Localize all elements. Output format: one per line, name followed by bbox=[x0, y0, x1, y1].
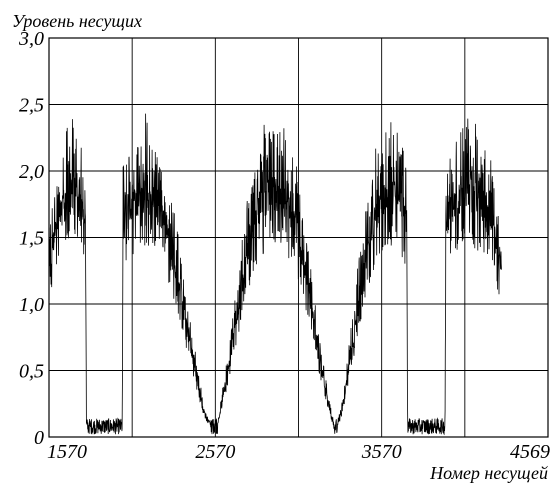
x-tick-label: 2570 bbox=[195, 441, 235, 463]
y-tick-label: 1,0 bbox=[19, 294, 44, 316]
y-tick-label: 3,0 bbox=[18, 28, 44, 50]
y-tick-label: 2,0 bbox=[19, 161, 44, 183]
y-tick-label: 1,5 bbox=[19, 228, 44, 250]
y-tick-label: 0,5 bbox=[19, 361, 44, 383]
x-tick-labels: 1570 2570 3570 4569 bbox=[47, 441, 550, 463]
series-layer bbox=[48, 113, 502, 436]
y-tick-label: 2,5 bbox=[19, 95, 44, 117]
x-tick-label: 4569 bbox=[510, 441, 550, 463]
grid bbox=[49, 38, 548, 437]
y-axis-title: Уровень несущих bbox=[12, 11, 142, 31]
x-tick-label: 3570 bbox=[361, 441, 402, 463]
plot-frame bbox=[48, 37, 549, 438]
y-tick-labels: 0 0,5 1,0 1,5 2,0 2,5 3,0 bbox=[18, 28, 44, 449]
x-tick-label: 1570 bbox=[47, 441, 87, 463]
y-tick-label: 0 bbox=[34, 427, 44, 449]
series-line bbox=[48, 113, 502, 436]
x-axis-title: Номер несущей bbox=[429, 463, 548, 483]
